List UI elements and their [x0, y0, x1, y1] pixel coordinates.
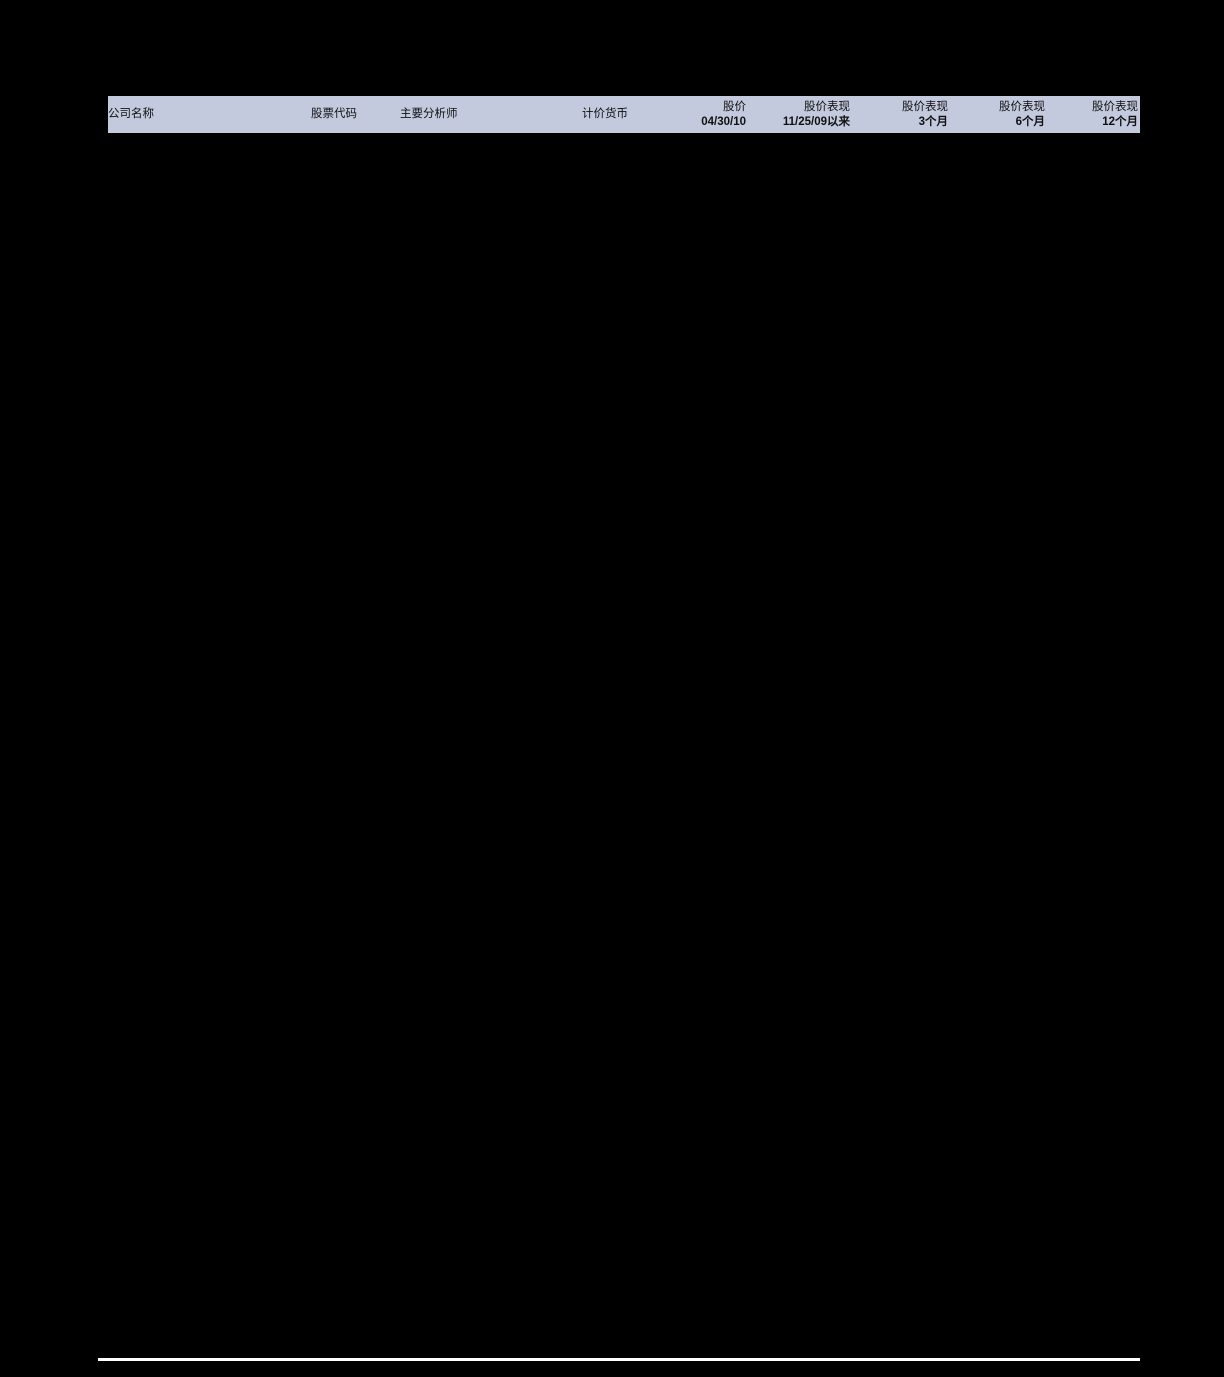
column-header-ticker[interactable]: 股票代码 — [311, 96, 401, 133]
column-header-perf-6m[interactable]: 股价表现 6个月 — [958, 96, 1045, 133]
column-header-lead-analyst-line1: 主要分析师 — [400, 108, 458, 121]
column-header-perf-12m[interactable]: 股价表现 12个月 — [1053, 96, 1138, 133]
column-header-perf-3m-line1: 股价表现 — [902, 101, 948, 114]
column-header-company-name[interactable]: 公司名称 — [108, 96, 308, 133]
column-header-perf-6m-period: 6个月 — [1015, 115, 1045, 128]
column-header-company-name-line1: 公司名称 — [108, 108, 154, 121]
column-header-perf-3m-period: 3个月 — [918, 115, 948, 128]
column-header-lead-analyst[interactable]: 主要分析师 — [400, 96, 570, 133]
column-header-perf-12m-period: 12个月 — [1102, 115, 1138, 128]
column-header-perf-since-date: 11/25/09以来 — [782, 115, 850, 128]
column-header-perf-3m[interactable]: 股价表现 3个月 — [860, 96, 948, 133]
column-header-perf-6m-line1: 股价表现 — [999, 101, 1045, 114]
footer-divider-rule — [98, 1358, 1140, 1361]
table-header-row: 公司名称 股票代码 主要分析师 计价货币 股价 04/30/10 股价表现 11… — [108, 96, 1140, 133]
column-header-pricing-currency[interactable]: 计价货币 — [582, 96, 672, 133]
column-header-perf-since-line1: 股价表现 — [804, 101, 850, 114]
column-header-perf-since[interactable]: 股价表现 11/25/09以来 — [756, 96, 850, 133]
column-header-ticker-line1: 股票代码 — [311, 108, 357, 121]
column-header-share-price[interactable]: 股价 04/30/10 — [674, 96, 746, 133]
column-header-pricing-currency-line1: 计价货币 — [582, 108, 628, 121]
column-header-share-price-line1: 股价 — [723, 101, 746, 114]
peer-comparison-table: 公司名称 股票代码 主要分析师 计价货币 股价 04/30/10 股价表现 11… — [108, 96, 1140, 133]
column-header-share-price-date: 04/30/10 — [701, 115, 746, 128]
column-header-perf-12m-line1: 股价表现 — [1092, 101, 1138, 114]
